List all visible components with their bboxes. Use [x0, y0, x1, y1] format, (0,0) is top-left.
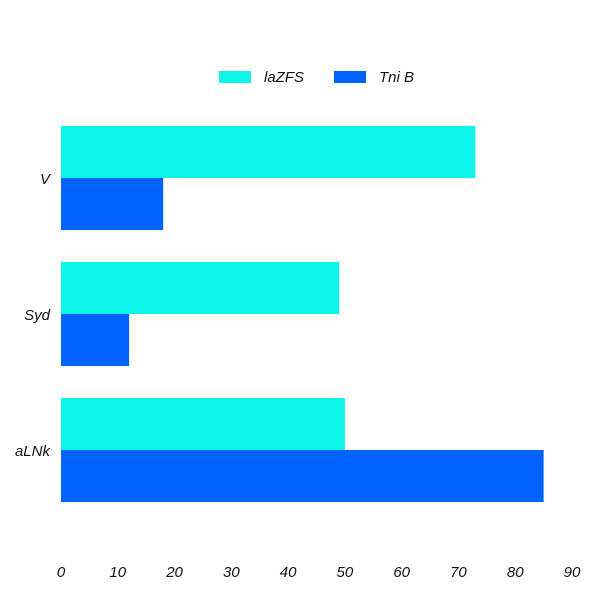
x-tick-label-0: 0: [57, 564, 66, 581]
x-tick-label-70: 70: [450, 564, 467, 581]
x-tick-label-10: 10: [109, 564, 126, 581]
bars: [61, 126, 544, 502]
legend-label-series-2: Tni B: [379, 69, 414, 86]
x-tick-label-50: 50: [337, 564, 354, 581]
bar-V-Tni-B: [61, 178, 164, 230]
bar-Syd-Tni-B: [61, 314, 130, 366]
legend-label-series-1: laZFS: [264, 69, 304, 86]
y-axis-labels: V Syd aLNk: [15, 171, 52, 460]
legend-swatch-series-1: [219, 71, 251, 83]
bar-V-laZFS: [61, 126, 476, 178]
y-tick-label-Syd: Syd: [24, 307, 51, 324]
legend: laZFS Tni B: [219, 69, 414, 86]
bar-aLNk-Tni-B: [61, 450, 544, 502]
y-tick-label-aLNk: aLNk: [15, 443, 52, 460]
x-tick-label-30: 30: [223, 564, 240, 581]
x-tick-label-40: 40: [280, 564, 297, 581]
x-tick-label-20: 20: [165, 564, 183, 581]
bar-Syd-laZFS: [61, 262, 340, 314]
y-tick-label-V: V: [40, 171, 52, 188]
legend-swatch-series-2: [334, 71, 366, 83]
x-tick-label-90: 90: [564, 564, 581, 581]
bar-aLNk-laZFS: [61, 398, 345, 450]
x-tick-label-60: 60: [393, 564, 410, 581]
x-tick-label-80: 80: [507, 564, 524, 581]
x-axis-ticks: 0 10 20 30 40 50 60 70 80 90: [57, 564, 581, 581]
